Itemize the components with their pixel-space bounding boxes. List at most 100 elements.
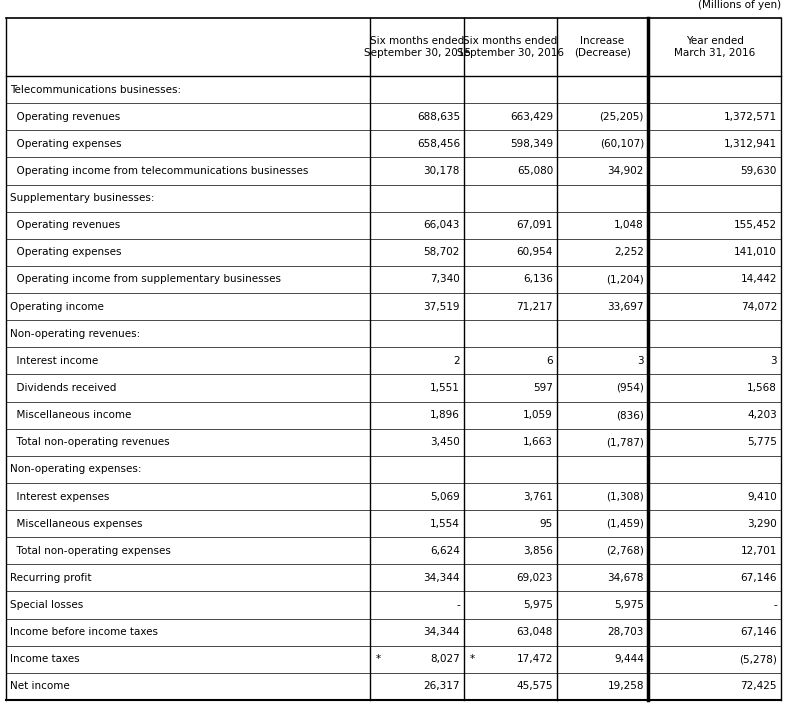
Text: Miscellaneous expenses: Miscellaneous expenses bbox=[10, 519, 142, 529]
Text: (1,308): (1,308) bbox=[606, 491, 644, 501]
Text: Net income: Net income bbox=[10, 681, 70, 691]
Text: 45,575: 45,575 bbox=[516, 681, 553, 691]
Text: 598,349: 598,349 bbox=[510, 139, 553, 149]
Text: (1,459): (1,459) bbox=[606, 519, 644, 529]
Text: Supplementary businesses:: Supplementary businesses: bbox=[10, 193, 154, 203]
Text: 3,761: 3,761 bbox=[523, 491, 553, 501]
Text: 1,554: 1,554 bbox=[430, 519, 460, 529]
Text: Income before income taxes: Income before income taxes bbox=[10, 627, 158, 638]
Text: Interest expenses: Interest expenses bbox=[10, 491, 109, 501]
Text: 60,954: 60,954 bbox=[516, 247, 553, 258]
Text: 14,442: 14,442 bbox=[741, 275, 777, 285]
Text: (5,278): (5,278) bbox=[739, 654, 777, 664]
Text: 3: 3 bbox=[770, 356, 777, 366]
Text: 74,072: 74,072 bbox=[741, 301, 777, 311]
Text: Operating expenses: Operating expenses bbox=[10, 139, 121, 149]
Text: Operating expenses: Operating expenses bbox=[10, 247, 121, 258]
Text: 12,701: 12,701 bbox=[741, 546, 777, 556]
Text: 58,702: 58,702 bbox=[423, 247, 460, 258]
Text: 69,023: 69,023 bbox=[516, 573, 553, 583]
Text: 71,217: 71,217 bbox=[516, 301, 553, 311]
Text: Operating revenues: Operating revenues bbox=[10, 112, 120, 121]
Text: 72,425: 72,425 bbox=[741, 681, 777, 691]
Text: 2,252: 2,252 bbox=[614, 247, 644, 258]
Text: Non-operating expenses:: Non-operating expenses: bbox=[10, 465, 142, 474]
Text: 17,472: 17,472 bbox=[516, 654, 553, 664]
Text: 33,697: 33,697 bbox=[608, 301, 644, 311]
Text: 1,663: 1,663 bbox=[523, 437, 553, 448]
Text: 34,344: 34,344 bbox=[423, 573, 460, 583]
Text: *: * bbox=[470, 654, 475, 664]
Text: 4,203: 4,203 bbox=[747, 410, 777, 420]
Text: 59,630: 59,630 bbox=[741, 166, 777, 176]
Text: 1,551: 1,551 bbox=[430, 383, 460, 393]
Text: 8,027: 8,027 bbox=[430, 654, 460, 664]
Text: 1,568: 1,568 bbox=[747, 383, 777, 393]
Text: 34,344: 34,344 bbox=[423, 627, 460, 638]
Text: Dividends received: Dividends received bbox=[10, 383, 116, 393]
Text: 37,519: 37,519 bbox=[423, 301, 460, 311]
Text: 9,444: 9,444 bbox=[614, 654, 644, 664]
Text: 1,312,941: 1,312,941 bbox=[724, 139, 777, 149]
Text: 5,975: 5,975 bbox=[614, 600, 644, 610]
Text: 1,059: 1,059 bbox=[523, 410, 553, 420]
Text: Operating income from telecommunications businesses: Operating income from telecommunications… bbox=[10, 166, 309, 176]
Text: (Millions of yen): (Millions of yen) bbox=[698, 0, 781, 10]
Text: 5,775: 5,775 bbox=[747, 437, 777, 448]
Text: 597: 597 bbox=[533, 383, 553, 393]
Text: Total non-operating expenses: Total non-operating expenses bbox=[10, 546, 171, 556]
Text: (60,107): (60,107) bbox=[600, 139, 644, 149]
Text: Total non-operating revenues: Total non-operating revenues bbox=[10, 437, 170, 448]
Text: (1,787): (1,787) bbox=[606, 437, 644, 448]
Text: Operating revenues: Operating revenues bbox=[10, 220, 120, 230]
Text: 658,456: 658,456 bbox=[417, 139, 460, 149]
Text: Recurring profit: Recurring profit bbox=[10, 573, 91, 583]
Text: 34,902: 34,902 bbox=[608, 166, 644, 176]
Text: 141,010: 141,010 bbox=[734, 247, 777, 258]
Text: 5,975: 5,975 bbox=[523, 600, 553, 610]
Text: 95: 95 bbox=[540, 519, 553, 529]
Text: Special losses: Special losses bbox=[10, 600, 83, 610]
Text: *: * bbox=[376, 654, 381, 664]
Text: (954): (954) bbox=[616, 383, 644, 393]
Text: 1,372,571: 1,372,571 bbox=[724, 112, 777, 121]
Text: 663,429: 663,429 bbox=[510, 112, 553, 121]
Text: Operating income: Operating income bbox=[10, 301, 104, 311]
Text: 155,452: 155,452 bbox=[733, 220, 777, 230]
Text: 2: 2 bbox=[453, 356, 460, 366]
Text: 67,146: 67,146 bbox=[741, 627, 777, 638]
Text: 6,624: 6,624 bbox=[430, 546, 460, 556]
Text: -: - bbox=[774, 600, 777, 610]
Text: 30,178: 30,178 bbox=[423, 166, 460, 176]
Text: Non-operating revenues:: Non-operating revenues: bbox=[10, 329, 140, 339]
Text: 5,069: 5,069 bbox=[430, 491, 460, 501]
Text: 3,450: 3,450 bbox=[430, 437, 460, 448]
Text: 66,043: 66,043 bbox=[423, 220, 460, 230]
Text: Six months ended
September 30, 2015: Six months ended September 30, 2015 bbox=[364, 36, 471, 58]
Text: 28,703: 28,703 bbox=[608, 627, 644, 638]
Text: 65,080: 65,080 bbox=[517, 166, 553, 176]
Text: 3,290: 3,290 bbox=[747, 519, 777, 529]
Text: 1,896: 1,896 bbox=[430, 410, 460, 420]
Text: Telecommunications businesses:: Telecommunications businesses: bbox=[10, 85, 181, 95]
Text: 19,258: 19,258 bbox=[608, 681, 644, 691]
Text: (25,205): (25,205) bbox=[600, 112, 644, 121]
Text: Interest income: Interest income bbox=[10, 356, 98, 366]
Text: 3: 3 bbox=[637, 356, 644, 366]
Text: 6,136: 6,136 bbox=[523, 275, 553, 285]
Text: (2,768): (2,768) bbox=[606, 546, 644, 556]
Text: 6: 6 bbox=[546, 356, 553, 366]
Text: 34,678: 34,678 bbox=[608, 573, 644, 583]
Text: 67,146: 67,146 bbox=[741, 573, 777, 583]
Text: Six months ended
September 30, 2016: Six months ended September 30, 2016 bbox=[457, 36, 564, 58]
Text: 67,091: 67,091 bbox=[516, 220, 553, 230]
Text: Operating income from supplementary businesses: Operating income from supplementary busi… bbox=[10, 275, 281, 285]
Text: (1,204): (1,204) bbox=[606, 275, 644, 285]
Text: 63,048: 63,048 bbox=[516, 627, 553, 638]
Text: -: - bbox=[456, 600, 460, 610]
Text: (836): (836) bbox=[616, 410, 644, 420]
Text: 1,048: 1,048 bbox=[614, 220, 644, 230]
Text: Increase
(Decrease): Increase (Decrease) bbox=[574, 36, 631, 58]
Text: Year ended
March 31, 2016: Year ended March 31, 2016 bbox=[674, 36, 755, 58]
Text: 9,410: 9,410 bbox=[747, 491, 777, 501]
